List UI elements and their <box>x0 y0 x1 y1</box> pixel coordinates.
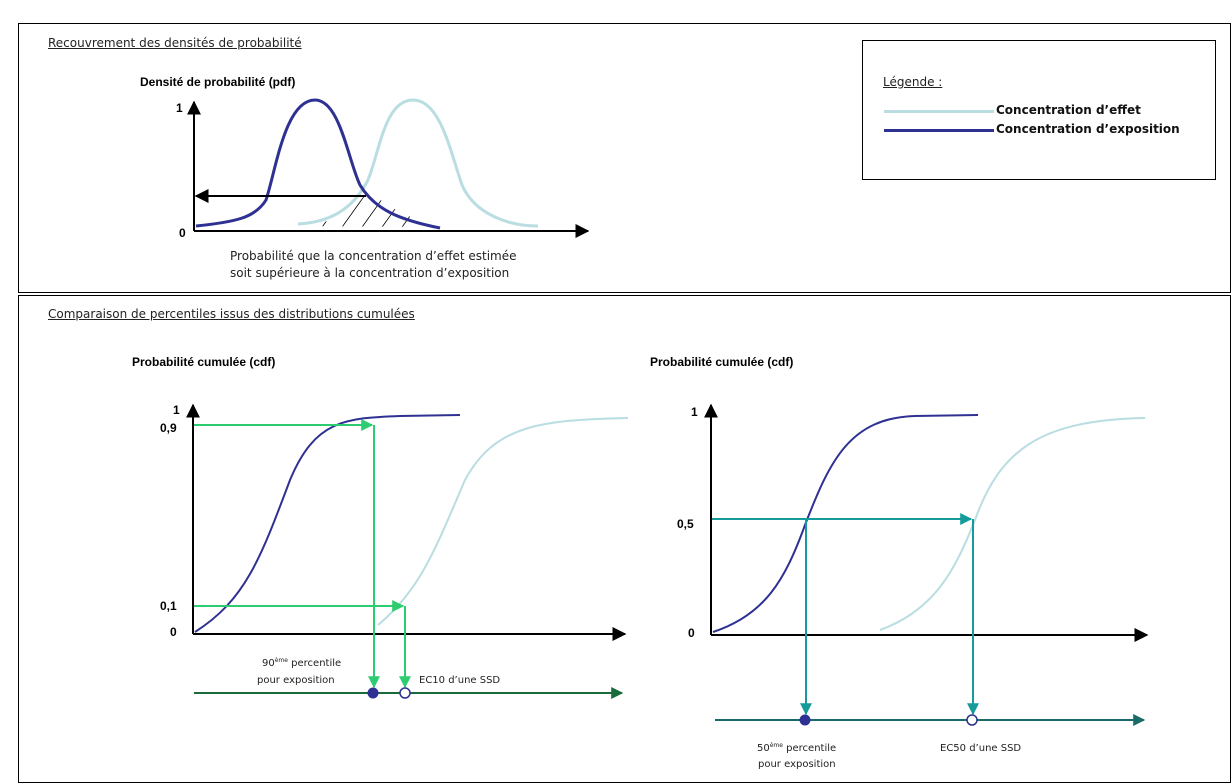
legend-title: Légende : <box>883 75 943 89</box>
right-teal-arrows <box>712 513 979 716</box>
left-percentile-num: 90 <box>262 658 275 669</box>
right-point-exposure <box>799 714 811 726</box>
right-ec-label: EC50 d’une SSD <box>940 743 1021 754</box>
left-tick-0-9: 0,9 <box>160 421 177 435</box>
legend-label-effect: Concentration d’effet <box>996 103 1141 117</box>
left-ec-label: EC10 d’une SSD <box>419 675 500 686</box>
left-point-effect <box>399 687 411 699</box>
right-percentile-label: 50ème percentile <box>757 742 836 754</box>
right-percentile-line2: pour exposition <box>758 759 836 770</box>
pdf-exposure-curve <box>195 98 441 230</box>
left-percentile-rest: percentile <box>288 658 341 669</box>
left-cdf-exposure-curve <box>194 414 461 633</box>
pdf-section-title: Recouvrement des densités de probabilité <box>48 36 302 50</box>
legend-item-effect: Concentration d’effet <box>884 103 1214 120</box>
left-tick-0: 0 <box>170 625 177 639</box>
right-tick-1: 1 <box>691 405 698 419</box>
right-percentile-rest: percentile <box>783 743 836 754</box>
pdf-caption-line1: Probabilité que la concentration d’effet… <box>230 249 517 263</box>
left-green-arrows <box>194 419 411 689</box>
left-percentile-label: 90ème percentile <box>262 657 341 669</box>
legend-swatch-exposure <box>884 129 994 132</box>
left-point-exposure <box>367 687 379 699</box>
pdf-effect-curve <box>297 98 539 228</box>
left-tick-1: 1 <box>173 403 180 417</box>
pdf-caption-line2: soit supérieure à la concentration d’exp… <box>230 266 509 280</box>
left-percentile-line2: pour exposition <box>257 675 335 686</box>
left-cdf-effect-curve <box>377 417 629 626</box>
legend-item-exposure: Concentration d’exposition <box>884 122 1214 139</box>
pdf-tick-0: 0 <box>179 226 186 240</box>
right-percentile-num: 50 <box>757 743 770 754</box>
pdf-y-axis-label: Densité de probabilité (pdf) <box>140 75 295 89</box>
right-cdf-effect-curve <box>879 417 1146 631</box>
legend-swatch-effect <box>884 110 994 113</box>
left-cdf-y-axis-label: Probabilité cumulée (cdf) <box>132 355 275 369</box>
right-tick-0-5: 0,5 <box>677 517 694 531</box>
pdf-tick-1: 1 <box>176 101 183 115</box>
cdf-section-title: Comparaison de percentiles issus des dis… <box>48 307 415 321</box>
left-tick-0-1: 0,1 <box>160 599 177 613</box>
legend-label-exposure: Concentration d’exposition <box>996 122 1180 136</box>
right-tick-0: 0 <box>688 626 695 640</box>
right-cdf-y-axis-label: Probabilité cumulée (cdf) <box>650 355 793 369</box>
right-percentile-sup: ème <box>770 742 784 749</box>
right-point-effect <box>966 714 978 726</box>
legend-box: Légende : Concentration d’effet Concentr… <box>862 40 1216 180</box>
left-percentile-sup: ème <box>275 657 289 664</box>
right-cdf-exposure-curve <box>712 414 979 633</box>
